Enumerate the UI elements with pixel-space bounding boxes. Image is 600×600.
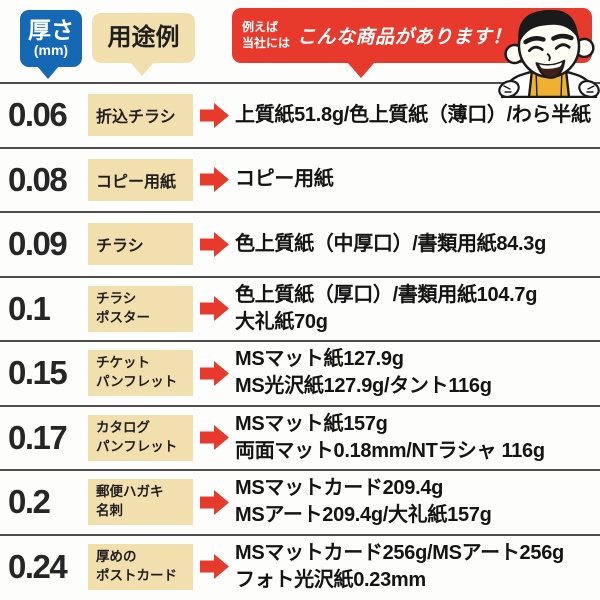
product-line: MSマットカード209.4g [235, 477, 444, 500]
thickness-row-0.17: 0.17 カタログ パンフレット MSマット紙157g 両面マット0.18mm/… [0, 407, 600, 471]
right-arrow-icon [199, 296, 229, 322]
thickness-value: 0.24 [8, 547, 68, 585]
thickness-header-unit: (mm) [33, 42, 69, 59]
right-arrow-icon [199, 489, 229, 515]
usage-header-bubble: 用途例 [92, 13, 195, 76]
usage-header-label: 用途例 [107, 24, 180, 52]
thickness-row-0.1: 0.1 チラシ ポスター 色上質紙（厚口）/書類用紙104.7g 大礼紙70g [0, 278, 600, 342]
thickness-row-0.08: 0.08 コピー用紙 コピー用紙 [0, 149, 600, 213]
product-names: MSマット紙127.9g MS光沢紙127.9g/タント116g [235, 346, 600, 400]
thickness-row-0.09: 0.09 チラシ 色上質紙（中厚口）/書類用紙84.3g [0, 213, 600, 278]
usage-line: チケット [96, 355, 150, 371]
usage-line: カタログ [96, 419, 150, 435]
product-names: 上質紙51.8g/色上質紙（薄口）/わら半紙 [235, 102, 600, 129]
arrow-cell [193, 102, 235, 128]
chart-header: 厚さ (mm) 用途例 例えば 当社には こんな商品があります！ [0, 0, 600, 98]
right-arrow-icon [199, 360, 229, 386]
thickness-value: 0.08 [8, 160, 68, 198]
right-arrow-icon [199, 102, 229, 128]
smiling-clerk-mascot-icon [498, 9, 600, 98]
usage-example-box: 折込チラシ [88, 94, 193, 137]
thickness-header-label: 厚さ [28, 17, 74, 44]
right-arrow-icon [199, 231, 229, 257]
product-names: 色上質紙（中厚口）/書類用紙84.3g [235, 231, 600, 258]
thickness-header-bubble: 厚さ (mm) [20, 10, 82, 79]
product-line: 色上質紙（厚口）/書類用紙104.7g [235, 283, 538, 306]
product-line: コピー用紙 [235, 168, 334, 191]
callout-intro: 例えば 当社には [242, 20, 290, 51]
right-arrow-icon [199, 425, 229, 451]
usage-line: ポストカード [96, 567, 177, 583]
usage-line: 折込チラシ [96, 109, 176, 127]
thickness-row-0.24: 0.24 厚めの ポストカード MSマットカード256g/MSアート256g フ… [0, 536, 600, 599]
usage-line: チラシ [96, 238, 144, 256]
usage-line: チラシ [96, 290, 137, 306]
arrow-cell [193, 167, 235, 193]
product-line: フォト光沢紙0.23mm [235, 568, 426, 591]
thickness-row-0.06: 0.06 折込チラシ 上質紙51.8g/色上質紙（薄口）/わら半紙 [0, 84, 600, 149]
thickness-value: 0.09 [8, 225, 68, 263]
usage-line: 厚めの [96, 548, 137, 564]
product-line: 色上質紙（中厚口）/書類用紙84.3g [235, 232, 546, 255]
product-names: 色上質紙（厚口）/書類用紙104.7g 大礼紙70g [235, 282, 600, 336]
right-arrow-icon [199, 167, 229, 193]
product-names: MSマットカード256g/MSアート256g フォト光沢紙0.23mm [235, 540, 600, 594]
usage-example-box: 厚めの ポストカード [88, 543, 193, 590]
arrow-cell [193, 296, 235, 322]
thickness-value: 0.06 [8, 96, 68, 134]
product-line: MS光沢紙127.9g/タント116g [235, 375, 492, 398]
callout-intro-line2: 当社には [242, 35, 291, 50]
usage-line: 郵便ハガキ [96, 484, 164, 500]
usage-line: パンフレット [96, 374, 178, 390]
thickness-table: 0.06 折込チラシ 上質紙51.8g/色上質紙（薄口）/わら半紙 0.08 コ… [0, 84, 600, 598]
right-arrow-icon [199, 554, 229, 580]
thickness-value: 0.2 [8, 483, 51, 521]
usage-line: コピー用紙 [96, 173, 177, 191]
thickness-value: 0.1 [8, 289, 51, 327]
usage-line: パンフレット [96, 438, 178, 454]
usage-line: 名刺 [96, 503, 123, 519]
arrow-cell [193, 425, 235, 451]
thickness-row-0.15: 0.15 チケット パンフレット MSマット紙127.9g MS光沢紙127.9… [0, 342, 600, 407]
product-line: MSマットカード256g/MSアート256g [235, 541, 564, 564]
thickness-value: 0.17 [8, 418, 68, 456]
callout-main-text: こんな商品があります！ [297, 27, 512, 48]
arrow-cell [193, 489, 235, 515]
product-line: 上質紙51.8g/色上質紙（薄口）/わら半紙 [235, 103, 591, 126]
product-names: コピー用紙 [235, 166, 600, 193]
arrow-cell [193, 231, 235, 257]
product-line: MSアート209.4g/大礼紙157g [235, 504, 492, 527]
usage-example-box: チケット パンフレット [88, 350, 193, 397]
usage-example-box: 郵便ハガキ 名刺 [88, 479, 193, 526]
usage-line: ポスター [96, 309, 150, 325]
thickness-value: 0.15 [8, 354, 68, 392]
usage-example-box: カタログ パンフレット [88, 414, 193, 461]
product-names: MSマットカード209.4g MSアート209.4g/大礼紙157g [235, 475, 600, 529]
product-line: 大礼紙70g [235, 310, 328, 333]
callout-intro-line1: 例えば [242, 19, 279, 34]
usage-example-box: コピー用紙 [88, 158, 193, 201]
product-line: MSマット紙127.9g [235, 348, 404, 371]
thickness-row-0.2: 0.2 郵便ハガキ 名刺 MSマットカード209.4g MSアート209.4g/… [0, 471, 600, 536]
arrow-cell [193, 554, 235, 580]
product-names: MSマット紙157g 両面マット0.18mm/NTラシャ 116g [235, 411, 600, 465]
product-line: 両面マット0.18mm/NTラシャ 116g [235, 439, 545, 462]
arrow-cell [193, 360, 235, 386]
product-line: MSマット紙157g [235, 412, 388, 435]
usage-example-box: チラシ [88, 223, 193, 266]
usage-example-box: チラシ ポスター [88, 285, 193, 332]
